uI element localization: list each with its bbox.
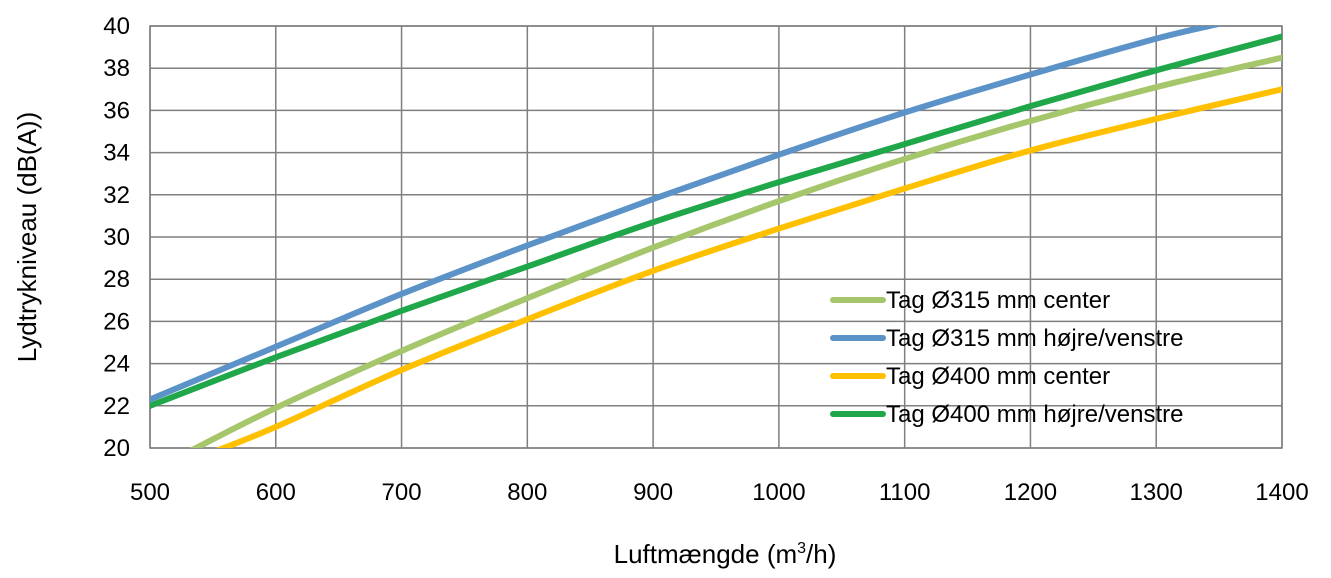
y-tick-label: 30 (103, 224, 130, 251)
y-tick-label: 26 (103, 308, 130, 335)
x-tick-label: 1300 (1130, 479, 1183, 506)
x-tick-label: 1400 (1255, 479, 1308, 506)
y-tick-label: 34 (103, 140, 130, 167)
legend: Tag Ø315 mm center Tag Ø315 mm højre/vens… (830, 287, 1183, 428)
x-tick-label: 800 (507, 479, 547, 506)
series-line-1 (189, 54, 1282, 448)
series-line-4 (150, 33, 1282, 409)
y-tick-label: 32 (103, 182, 130, 209)
y-axis-ticks: 20 22 24 26 28 30 32 34 36 38 40 (103, 13, 130, 462)
y-tick-label: 36 (103, 97, 130, 124)
y-tick-label: 24 (103, 351, 130, 378)
legend-label: Tag Ø400 mm højre/venstre (886, 401, 1183, 428)
legend-label: Tag Ø315 mm højre/venstre (886, 325, 1183, 352)
x-tick-label: 700 (382, 479, 422, 506)
plot-area-frame (149, 25, 1283, 449)
x-axis-title-suffix: /h) (806, 539, 836, 569)
x-axis-title-prefix: Luftmængde (m (614, 539, 798, 569)
y-tick-label: 38 (103, 55, 130, 82)
x-axis-title-superscript: 3 (797, 540, 806, 557)
series-line-3 (215, 86, 1282, 448)
x-tick-label: 1100 (879, 479, 931, 506)
x-tick-label: 1200 (1004, 479, 1057, 506)
legend-label: Tag Ø315 mm center (886, 287, 1110, 314)
series-lines (150, 26, 1282, 448)
y-tick-label: 22 (103, 393, 130, 420)
x-tick-label: 900 (633, 479, 673, 506)
y-tick-label: 20 (103, 435, 130, 462)
legend-label: Tag Ø400 mm center (886, 363, 1110, 390)
x-axis-ticks: 500 600 700 800 900 1000 1100 1200 1300 1400 (130, 479, 1309, 506)
x-tick-label: 600 (256, 479, 296, 506)
x-tick-label: 1000 (752, 479, 805, 506)
y-axis-title: Lydtrykniveau (dB(A)) (12, 112, 42, 362)
y-tick-label: 28 (103, 266, 130, 293)
x-tick-label: 500 (130, 479, 170, 506)
y-tick-label: 40 (103, 13, 130, 40)
series-line-2 (150, 26, 1222, 403)
x-axis-title: Luftmængde (m3/h) (614, 539, 837, 569)
